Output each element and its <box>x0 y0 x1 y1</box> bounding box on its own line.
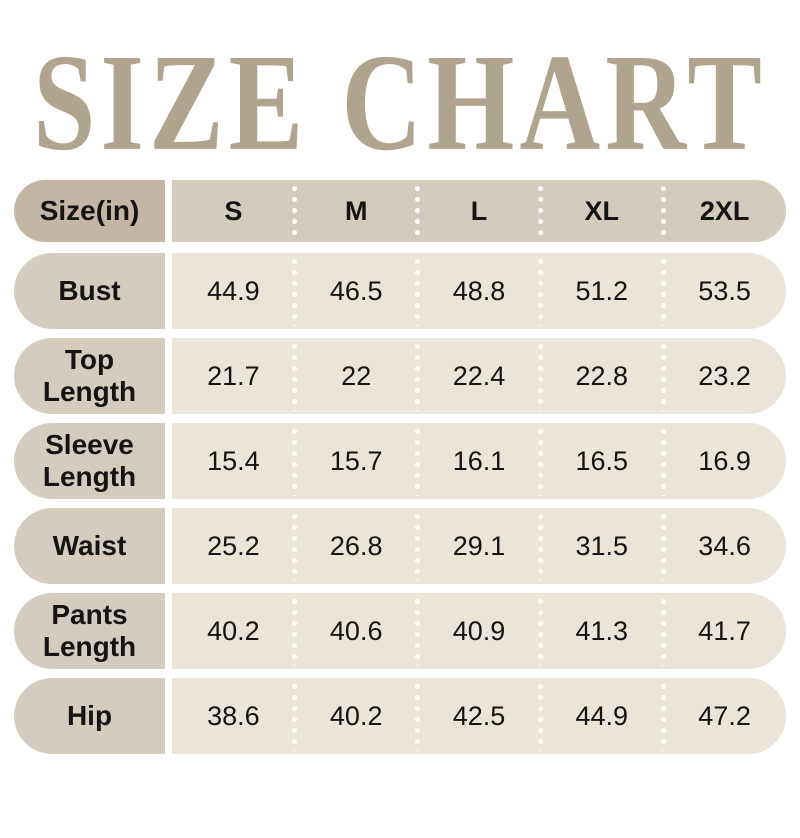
size-value-cell: 41.7 <box>660 593 786 669</box>
size-value-cell: 23.2 <box>660 338 786 414</box>
size-value-cell: 51.2 <box>537 253 663 329</box>
table-row-top-length: Top Length 21.7 22 22.4 22.8 23.2 <box>14 338 786 414</box>
size-value-cell: 26.8 <box>292 508 418 584</box>
row-label: Bust <box>14 253 165 329</box>
size-value-cell: 34.6 <box>660 508 786 584</box>
size-value-cell: 15.7 <box>292 423 418 499</box>
unit-header-cell: Size(in) <box>14 180 165 242</box>
row-label: Pants Length <box>14 593 165 669</box>
size-value-cell: 25.2 <box>207 530 260 561</box>
row-label: Sleeve Length <box>14 423 165 499</box>
size-value-cell: 16.1 <box>415 423 541 499</box>
size-value-cell: 42.5 <box>415 678 541 754</box>
size-value-cell: 38.6 <box>207 700 260 731</box>
row-label: Top Length <box>14 338 165 414</box>
size-table: Size(in) S M L XL 2XL Bust 44.9 46.5 48.… <box>14 180 786 754</box>
size-value-cell: 22.8 <box>537 338 663 414</box>
size-value-cell: 40.9 <box>415 593 541 669</box>
table-row-pants-length: Pants Length 40.2 40.6 40.9 41.3 41.7 <box>14 593 786 669</box>
size-chart-page: SIZE CHART Size(in) S M L XL 2XL Bust 44… <box>0 26 800 754</box>
row-data-strip: 21.7 22 22.4 22.8 23.2 <box>172 338 786 414</box>
row-data-strip: 25.2 26.8 29.1 31.5 34.6 <box>172 508 786 584</box>
page-title: SIZE CHART <box>33 26 767 180</box>
size-value-cell: 16.9 <box>660 423 786 499</box>
table-header-row: Size(in) S M L XL 2XL <box>14 180 786 242</box>
size-value-cell: 44.9 <box>537 678 663 754</box>
column-header-l: L <box>415 180 541 242</box>
row-data-strip: 38.6 40.2 42.5 44.9 47.2 <box>172 678 786 754</box>
size-value-cell: 15.4 <box>207 445 260 476</box>
column-header-m: M <box>292 180 418 242</box>
size-value-cell: 22.4 <box>415 338 541 414</box>
size-value-cell: 40.2 <box>207 615 260 646</box>
table-row-sleeve-length: Sleeve Length 15.4 15.7 16.1 16.5 16.9 <box>14 423 786 499</box>
size-value-cell: 46.5 <box>292 253 418 329</box>
size-value-cell: 48.8 <box>415 253 541 329</box>
table-row-hip: Hip 38.6 40.2 42.5 44.9 47.2 <box>14 678 786 754</box>
column-header-s: S <box>224 195 243 226</box>
column-header-2xl: 2XL <box>660 180 786 242</box>
column-header-xl: XL <box>537 180 663 242</box>
table-row-waist: Waist 25.2 26.8 29.1 31.5 34.6 <box>14 508 786 584</box>
header-data-strip: S M L XL 2XL <box>172 180 786 242</box>
size-value-cell: 29.1 <box>415 508 541 584</box>
row-data-strip: 40.2 40.6 40.9 41.3 41.7 <box>172 593 786 669</box>
size-value-cell: 16.5 <box>537 423 663 499</box>
size-value-cell: 41.3 <box>537 593 663 669</box>
size-value-cell: 47.2 <box>660 678 786 754</box>
size-value-cell: 40.6 <box>292 593 418 669</box>
row-data-strip: 44.9 46.5 48.8 51.2 53.5 <box>172 253 786 329</box>
row-label: Waist <box>14 508 165 584</box>
table-row-bust: Bust 44.9 46.5 48.8 51.2 53.5 <box>14 253 786 329</box>
size-value-cell: 53.5 <box>660 253 786 329</box>
size-value-cell: 21.7 <box>207 360 260 391</box>
size-value-cell: 31.5 <box>537 508 663 584</box>
row-data-strip: 15.4 15.7 16.1 16.5 16.9 <box>172 423 786 499</box>
size-value-cell: 22 <box>292 338 418 414</box>
size-value-cell: 44.9 <box>207 275 260 306</box>
size-value-cell: 40.2 <box>292 678 418 754</box>
row-label: Hip <box>14 678 165 754</box>
